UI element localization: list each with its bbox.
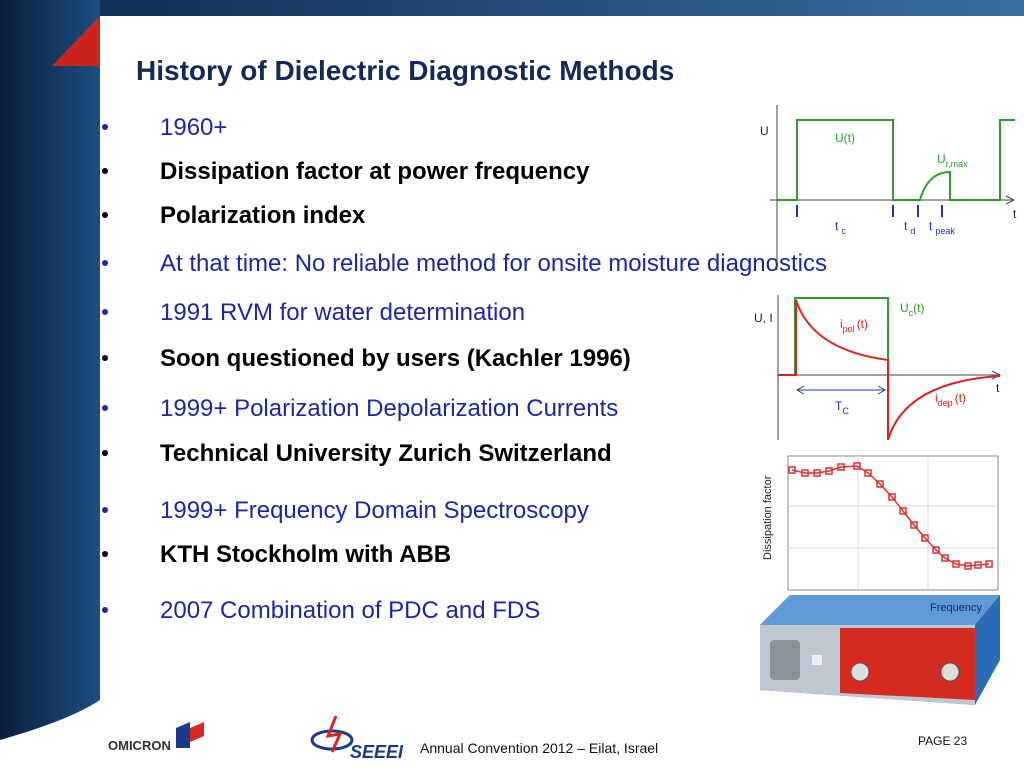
curve-label: U(t) xyxy=(835,131,855,145)
y-label: U, I xyxy=(754,311,773,325)
tc-arrowheads xyxy=(795,385,887,395)
bullet-dot xyxy=(102,551,108,557)
bullet-dot xyxy=(102,450,108,456)
bullet-dot xyxy=(102,405,108,411)
bullet-text: 2007 Combination of PDC and FDS xyxy=(160,597,540,624)
event: Annual Convention 2012 – Eilat, Israel xyxy=(420,740,658,756)
bullet-dot xyxy=(102,309,108,315)
seeei-logo: SEEEI xyxy=(350,742,404,762)
page-number: PAGE 23 xyxy=(918,734,967,748)
bullet-text: 1999+ Frequency Domain Spectroscopy xyxy=(160,497,589,524)
bullet-text: Soon questioned by users (Kachler 1996) xyxy=(160,345,631,372)
left-band xyxy=(0,0,100,740)
bullet-text: 1991 RVM for water determination xyxy=(160,299,525,326)
x-label: t xyxy=(996,381,1000,395)
footer: OMICRON SEEEI Annual Convention 2012 – E… xyxy=(108,715,967,762)
bullet-text: 1960+ xyxy=(160,114,227,141)
bullet-text: Technical University Zurich Switzerland xyxy=(160,440,612,467)
x-label: Frequency xyxy=(930,602,982,614)
logo-mark xyxy=(176,722,190,748)
bullet-dot xyxy=(102,212,108,218)
waveform xyxy=(777,119,1015,201)
bullet-list: 1960+ Dissipation factor at power frequen… xyxy=(102,114,827,624)
bullet-text: KTH Stockholm with ABB xyxy=(160,541,451,568)
top-band xyxy=(0,0,1024,16)
bullet-text: At that time: No reliable method for ons… xyxy=(160,250,827,277)
plot-frame xyxy=(787,455,999,591)
bullet-text: Polarization index xyxy=(160,202,366,229)
peak-label: Ur,max xyxy=(937,152,968,169)
pdc-diagram: U, I t Uc(t) ipol (t) idep (t) TC xyxy=(754,295,1002,441)
arrow xyxy=(1005,195,1016,205)
fds-plot: Dissipation factor xyxy=(762,455,999,591)
corner-shade xyxy=(52,16,100,66)
current-curve xyxy=(778,299,1001,441)
fds-curve xyxy=(791,465,990,567)
logo-mark xyxy=(190,722,204,742)
bullet-dot xyxy=(102,507,108,513)
x-label: t xyxy=(1013,207,1017,221)
bullet-text: 1999+ Polarization Depolarization Curren… xyxy=(160,395,618,422)
markers xyxy=(796,205,943,217)
arrow xyxy=(991,370,1002,380)
bullet-text: Dissipation factor at power frequency xyxy=(160,158,590,185)
bullet-dot xyxy=(102,124,108,130)
plot-grid xyxy=(788,456,998,590)
y-label: U xyxy=(760,124,769,138)
corner-accent xyxy=(52,16,100,66)
omicron-logo: OMICRON xyxy=(108,738,171,753)
pol-label: ipol (t) xyxy=(840,317,868,334)
y-label: Dissipation factor xyxy=(762,475,774,560)
bullet-dot xyxy=(102,260,108,266)
title: History of Dielectric Diagnostic Methods xyxy=(136,55,674,86)
tc-label: TC xyxy=(835,399,849,416)
dep-label: idep (t) xyxy=(935,391,966,408)
bullet-dot xyxy=(102,607,108,613)
bullet-dot xyxy=(102,355,108,361)
bullet-dot xyxy=(102,168,108,174)
seeei-bolt xyxy=(325,715,343,753)
fds-points xyxy=(788,462,993,570)
device-image: Frequency xyxy=(760,595,1000,705)
tpeak-label: t peak xyxy=(929,219,955,236)
voltage-label: Uc(t) xyxy=(900,301,925,318)
